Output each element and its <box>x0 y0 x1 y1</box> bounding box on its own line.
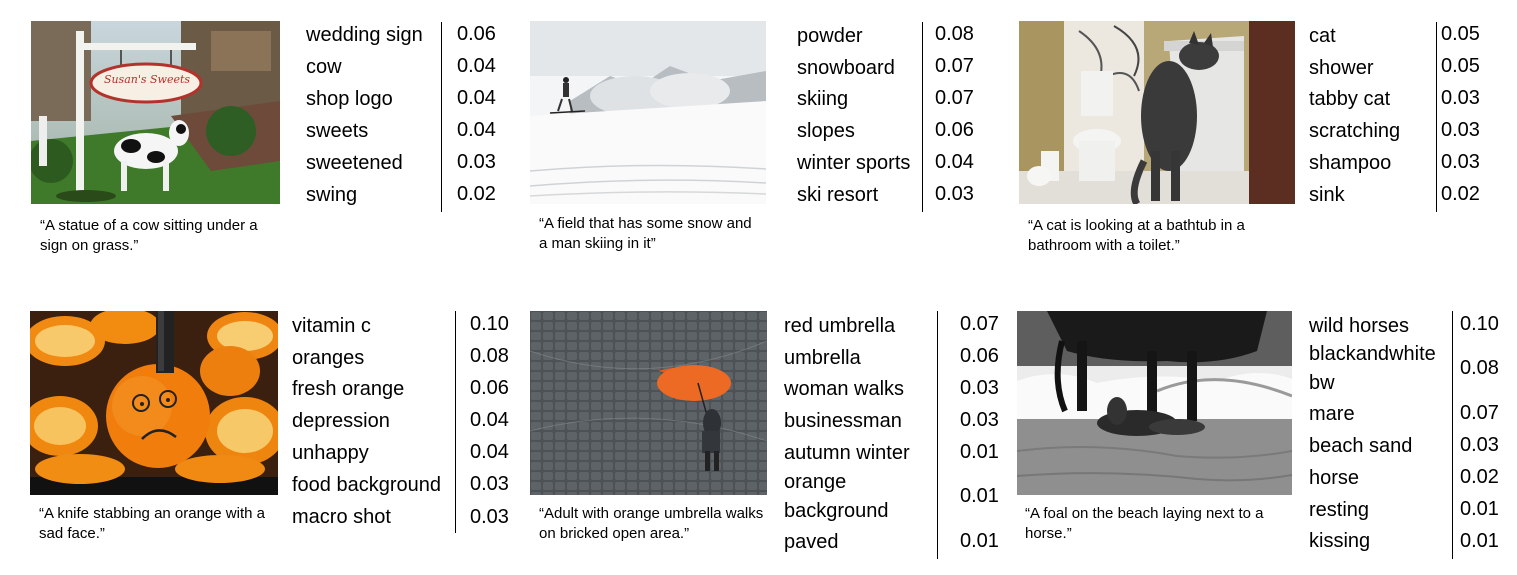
divider <box>1436 22 1437 212</box>
tag: scratching <box>1309 120 1401 142</box>
tag: horse <box>1309 467 1360 489</box>
score: 0.10 <box>470 313 509 335</box>
tag: orange <box>784 471 847 493</box>
tag: snowboard <box>797 57 895 79</box>
caption: “A cat is looking at a bathtub in a bath… <box>1028 217 1245 254</box>
score: 0.01 <box>960 441 999 463</box>
score: 0.03 <box>1441 151 1480 173</box>
caption: “A foal on the beach laying next to a ho… <box>1025 505 1264 542</box>
tag: food background <box>292 474 442 496</box>
score: 0.02 <box>1460 466 1499 488</box>
score: 0.04 <box>457 87 496 109</box>
score: 0.01 <box>960 530 999 552</box>
tag: paved <box>784 531 839 553</box>
tag: winter sports <box>797 152 911 174</box>
score: 0.07 <box>1460 402 1499 424</box>
photo-orange-umbrella <box>530 311 767 495</box>
score: 0.02 <box>1441 183 1480 205</box>
tag: skiing <box>797 88 849 110</box>
tag: autumn winter <box>784 442 910 464</box>
photo-sad-orange <box>30 311 278 495</box>
tag: background <box>784 500 889 522</box>
score: 0.03 <box>960 409 999 431</box>
score: 0.03 <box>457 151 496 173</box>
score: 0.08 <box>1460 357 1499 379</box>
tag: cat <box>1309 25 1336 47</box>
tag: macro shot <box>292 506 391 528</box>
photo-skier <box>530 21 766 204</box>
score: 0.08 <box>470 345 509 367</box>
caption: “A field that has some snow and a man sk… <box>539 215 752 252</box>
score: 0.10 <box>1460 313 1499 335</box>
tag: sweets <box>306 120 369 142</box>
photo-cat-bathroom <box>1019 21 1295 204</box>
tag: resting <box>1309 499 1370 521</box>
tag: swing <box>306 184 358 206</box>
divider <box>455 311 456 533</box>
tag: businessman <box>784 410 902 432</box>
tag: oranges <box>292 347 365 369</box>
tag: powder <box>797 25 863 47</box>
score: 0.01 <box>1460 530 1499 552</box>
tag: tabby cat <box>1309 88 1391 110</box>
score: 0.07 <box>935 87 974 109</box>
tag: ski resort <box>797 184 879 206</box>
score: 0.03 <box>935 183 974 205</box>
tag: sweetened <box>306 152 403 174</box>
score: 0.04 <box>470 441 509 463</box>
tag: umbrella <box>784 347 861 369</box>
tag: shop logo <box>306 88 393 110</box>
score: 0.05 <box>1441 23 1480 45</box>
score: 0.04 <box>470 409 509 431</box>
score: 0.06 <box>470 377 509 399</box>
tag: red umbrella <box>784 315 896 337</box>
score: 0.01 <box>960 485 999 507</box>
tag: shower <box>1309 57 1374 79</box>
score: 0.06 <box>960 345 999 367</box>
score: 0.08 <box>935 23 974 45</box>
score: 0.06 <box>457 23 496 45</box>
tag: beach sand <box>1309 435 1413 457</box>
caption: “Adult with orange umbrella walks on bri… <box>539 505 764 542</box>
score: 0.03 <box>470 473 509 495</box>
sign-text: Susan's Sweets <box>103 73 191 86</box>
score: 0.07 <box>935 55 974 77</box>
divider <box>441 22 442 212</box>
tag: wild horses <box>1309 315 1410 337</box>
caption: “A knife stabbing an orange with a sad f… <box>39 505 265 542</box>
tag: sink <box>1309 184 1345 206</box>
score: 0.03 <box>960 377 999 399</box>
score: 0.04 <box>457 55 496 77</box>
tag: vitamin c <box>292 315 371 337</box>
tag: mare <box>1309 403 1355 425</box>
tag: fresh orange <box>292 378 405 400</box>
score: 0.06 <box>935 119 974 141</box>
score: 0.03 <box>1441 119 1480 141</box>
tag: kissing <box>1309 530 1371 552</box>
tag: bw <box>1309 372 1335 394</box>
tag: wedding sign <box>306 24 423 46</box>
caption: “A statue of a cow sitting under a sign … <box>40 217 258 254</box>
tag: depression <box>292 410 390 432</box>
score: 0.01 <box>1460 498 1499 520</box>
tag: unhappy <box>292 442 369 464</box>
divider <box>937 311 938 559</box>
tag: woman walks <box>784 378 905 400</box>
score: 0.03 <box>1441 87 1480 109</box>
score: 0.03 <box>470 506 509 528</box>
photo-cow-statue: Susan's Sweets <box>31 21 280 204</box>
divider <box>1452 311 1453 559</box>
divider <box>922 22 923 212</box>
tag: blackandwhite <box>1309 343 1436 365</box>
tag: cow <box>306 56 342 78</box>
score: 0.03 <box>1460 434 1499 456</box>
score: 0.02 <box>457 183 496 205</box>
tag: shampoo <box>1309 152 1392 174</box>
score: 0.04 <box>935 151 974 173</box>
photo-horses-beach <box>1017 311 1292 495</box>
tag: slopes <box>797 120 855 142</box>
score: 0.04 <box>457 119 496 141</box>
score: 0.05 <box>1441 55 1480 77</box>
score: 0.07 <box>960 313 999 335</box>
